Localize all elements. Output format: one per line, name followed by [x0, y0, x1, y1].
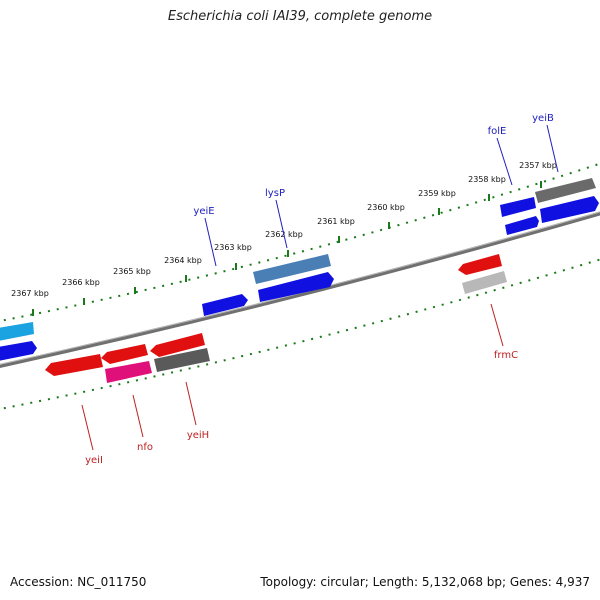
major-ticks: [32, 181, 542, 316]
scale-label: 2360 kbp: [367, 203, 405, 212]
scale-label: 2364 kbp: [164, 256, 202, 265]
gene-labels: yeiB folE lysP yeiE frmC yeiH nfo yeiI: [85, 113, 554, 466]
reverse-genes: [45, 254, 507, 383]
scale-label: 2367 kbp: [11, 289, 49, 298]
gene-frmC[interactable]: [458, 254, 502, 275]
label-lysP[interactable]: lysP: [265, 188, 285, 199]
gene-nfo[interactable]: [105, 361, 152, 383]
label-yeiI[interactable]: yeiI: [85, 455, 103, 466]
gene-nfo-red[interactable]: [101, 344, 148, 364]
label-folE[interactable]: folE: [488, 126, 507, 137]
gene-yeiE[interactable]: [202, 294, 248, 316]
scale-label: 2365 kbp: [113, 267, 151, 276]
forward-tick-track: [0, 162, 600, 323]
scale-label: 2358 kbp: [468, 175, 506, 184]
gene-forward-a[interactable]: [540, 196, 599, 223]
gene-yeiH[interactable]: [154, 348, 210, 372]
gene-yeiI[interactable]: [45, 354, 103, 376]
gene-yeiH-red[interactable]: [150, 333, 205, 357]
map-title: Escherichia coli IAI39, complete genome: [167, 9, 433, 24]
scale-label: 2359 kbp: [418, 189, 456, 198]
label-frmC[interactable]: frmC: [494, 350, 518, 361]
scale-label: 2361 kbp: [317, 217, 355, 226]
gene-left-cyan[interactable]: [0, 322, 34, 341]
accession-text: Accession: NC_011750: [10, 575, 147, 589]
gene-forward-b[interactable]: [505, 216, 539, 235]
scale-label: 2366 kbp: [62, 278, 100, 287]
scale-label: 2357 kbp: [519, 161, 557, 170]
gene-lysP-block[interactable]: [253, 254, 331, 284]
gene-frmC-grey[interactable]: [462, 271, 507, 294]
gene-left-blue[interactable]: [0, 341, 37, 361]
label-yeiE[interactable]: yeiE: [193, 206, 214, 217]
label-yeiH[interactable]: yeiH: [187, 430, 209, 441]
gene-lysP[interactable]: [258, 272, 334, 302]
genome-backbone: [0, 211, 600, 368]
scale-label: 2363 kbp: [214, 243, 252, 252]
label-leaders: [81, 124, 559, 451]
scale-labels: 2357 kbp 2358 kbp 2359 kbp 2360 kbp 2361 kbp…: [11, 161, 557, 298]
gene-yeiB-block[interactable]: [535, 178, 596, 203]
label-nfo[interactable]: nfo: [137, 442, 153, 453]
label-yeiB[interactable]: yeiB: [532, 113, 554, 124]
gene-folE[interactable]: [500, 197, 536, 217]
genome-summary-text: Topology: circular; Length: 5,132,068 bp…: [260, 575, 590, 589]
forward-genes: [0, 178, 599, 361]
